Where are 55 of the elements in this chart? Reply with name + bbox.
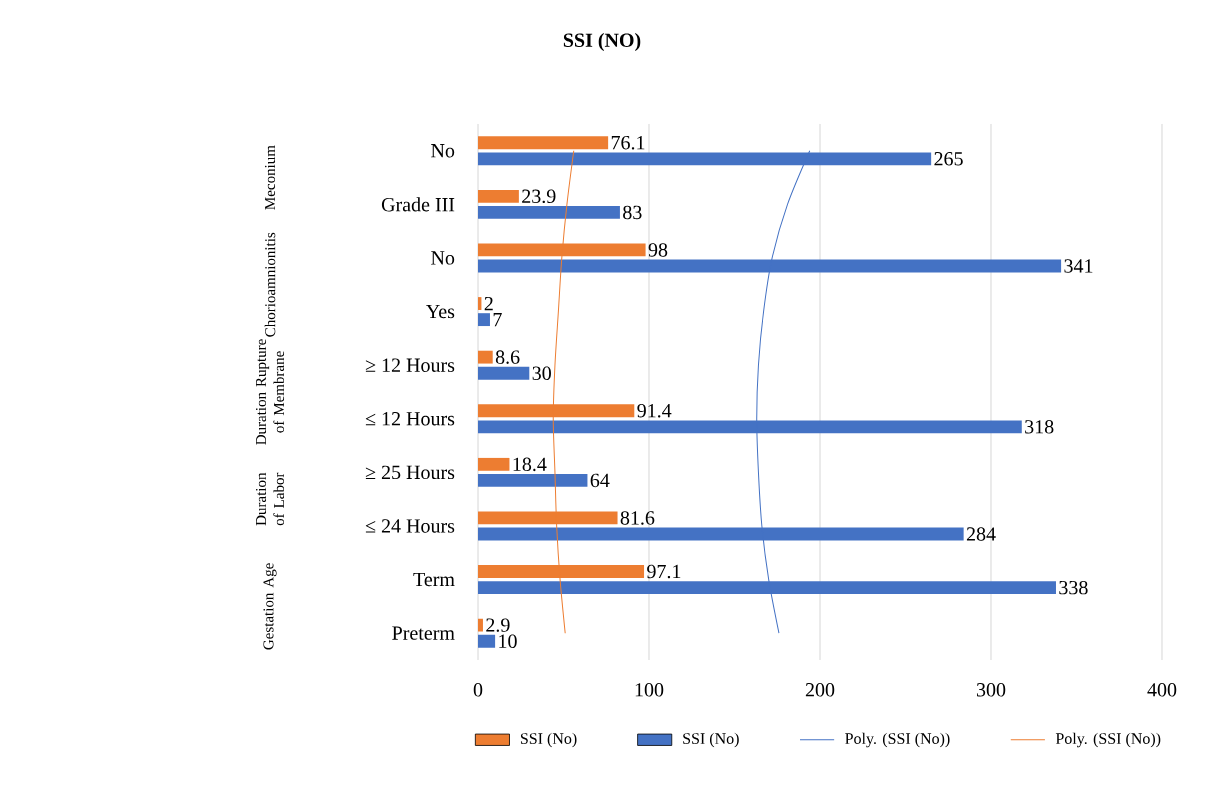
x-tick-label: 100: [635, 683, 664, 697]
legend-label: Poly. (SSI (No)): [845, 732, 950, 748]
text: Duration Rupture of Membrane: [255, 339, 285, 445]
text: Gestation Age: [263, 563, 277, 650]
data-label: 10: [499, 634, 517, 648]
bar: [478, 618, 483, 632]
data-label: 83: [623, 205, 642, 220]
data-label: 18.4: [513, 457, 547, 472]
y-tick-label: ≥ 12 Hours: [365, 358, 455, 372]
data-label: 97.1: [647, 564, 681, 579]
data-label: 284: [966, 527, 996, 541]
data-label: 8.6: [495, 350, 520, 364]
data-label: 2: [484, 296, 493, 311]
y-tick-label: ≤ 12 Hours: [365, 412, 455, 426]
bar: [478, 457, 510, 471]
data-label: 91.4: [637, 403, 672, 418]
x-tick-label: 200: [805, 683, 835, 697]
y-tick-label: No: [431, 144, 455, 158]
text: Chorioamnionitis: [264, 232, 276, 337]
data-label: 30: [532, 366, 551, 380]
bar: [478, 350, 493, 364]
text: Meconium: [264, 145, 276, 210]
bar: [478, 136, 609, 150]
bar: [478, 634, 496, 648]
x-tick-label: 0: [473, 683, 483, 697]
bar: [478, 473, 588, 487]
y-tick-label: Term: [413, 572, 455, 587]
data-label: 7: [493, 313, 502, 327]
data-label: 81.6: [620, 511, 655, 525]
y-tick-label: Preterm: [392, 626, 455, 640]
bar: [478, 189, 519, 203]
y-tick-label: ≤ 24 Hours: [365, 519, 455, 533]
x-tick-label: 400: [1147, 683, 1177, 697]
bar: [478, 313, 490, 327]
bar: [478, 366, 530, 380]
text: Duration of Labor: [255, 472, 285, 526]
data-label: 265: [934, 152, 963, 166]
y-tick-label: Yes: [426, 304, 455, 319]
y-tick-label: No: [431, 251, 455, 265]
data-label: 2.9: [486, 618, 510, 632]
legend-label: Poly. (SSI (No)): [1055, 732, 1161, 748]
data-label: 338: [1059, 580, 1088, 595]
y-tick-label: Grade III: [381, 197, 455, 212]
legend-label: SSI (No): [520, 732, 577, 748]
data-label: 23.9: [522, 189, 556, 204]
x-tick-label: 300: [976, 683, 1006, 697]
chart-title: SSI (NO): [563, 32, 641, 52]
bar: [478, 205, 620, 219]
data-label: 64: [590, 473, 610, 488]
y-tick-label: ≥ 25 Hours: [365, 465, 455, 480]
data-label: 341: [1064, 259, 1093, 273]
data-label: 76.1: [611, 135, 645, 150]
data-label: 98: [648, 243, 668, 257]
data-label: 318: [1025, 420, 1054, 434]
legend-label: SSI (No): [683, 732, 739, 748]
